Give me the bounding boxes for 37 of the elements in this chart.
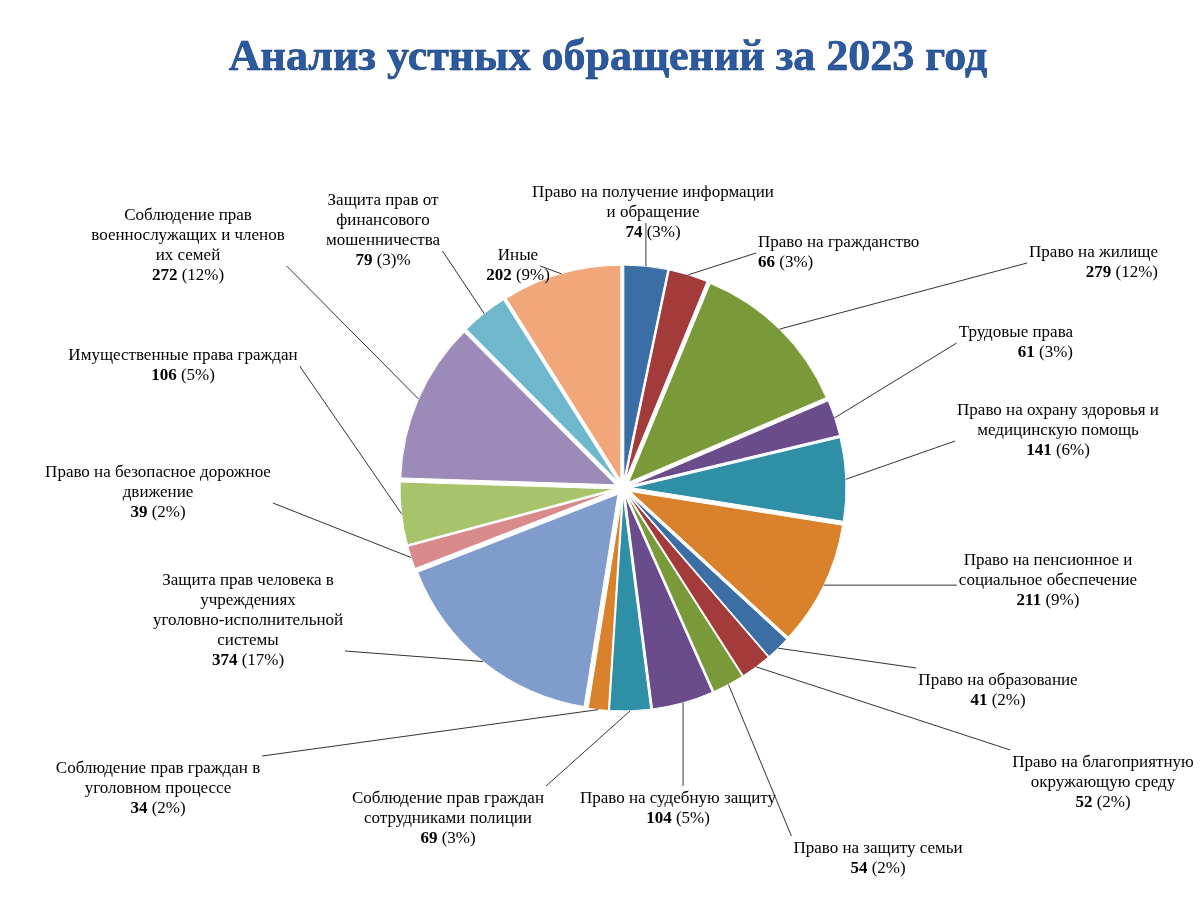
slice-label: Иные [497, 245, 539, 264]
chart-title: Анализ устных обращений за 2023 год [228, 31, 988, 80]
slice-label: Соблюдение прав граждан в уголовном процессе [55, 758, 261, 797]
data-label: 39 (2%) [130, 502, 186, 521]
slice-label: Право на судебную защиту [579, 788, 777, 807]
slice-label: Право на охрану здоровья и медицинскую помощь [957, 400, 1159, 439]
data-label: 34 (2%) [130, 798, 186, 817]
slice-label: Право на получение информации и обращение [532, 182, 774, 221]
data-label: 211 (9%) [1016, 590, 1080, 609]
data-label: 69 (3%) [420, 828, 476, 847]
data-label: 41 (2%) [970, 690, 1026, 709]
data-label: 74 (3%) [625, 222, 681, 241]
slice-label: Трудовые права [958, 322, 1074, 341]
slice-label: Право на пенсионное и социальное обеспечение [958, 550, 1138, 589]
data-label: 61 (3%) [1017, 342, 1073, 361]
slice-label: Соблюдение прав граждан сотрудниками полиции [351, 788, 545, 827]
slice-label: Соблюдение прав военнослужащих и членов их семей [91, 205, 285, 264]
data-label: 202 (9%) [486, 265, 550, 284]
data-label: 141 (6%) [1026, 440, 1090, 459]
slice-label: Право на гражданство [758, 232, 920, 251]
data-label: 52 (2%) [1075, 792, 1131, 811]
slice-label: Имущественные права граждан [68, 345, 298, 364]
slice-label: Право на образование [918, 670, 1078, 689]
slice-label: Право на безопасное дорожное движение [45, 462, 271, 501]
data-label: 54 (2%) [850, 858, 906, 877]
slice-label: Защита прав человека в учреждениях уголовно-исполнительной системы [152, 570, 344, 649]
data-label: 79 (3)% [355, 250, 411, 269]
data-label: 279 (12%) [1085, 262, 1158, 281]
data-label: 66 (3%) [758, 252, 814, 271]
data-label: 374 (17%) [211, 650, 285, 669]
data-label: 272 (12%) [151, 265, 225, 284]
slice-label: Право на благоприятную окружающую среду [1012, 752, 1195, 791]
slice-label: Право на защиту семьи [793, 838, 963, 857]
slice-label: Защита прав от финансового мошенничества [325, 190, 441, 249]
data-label: 104 (5%) [646, 808, 710, 827]
slice-label: Право на жилище [1029, 242, 1158, 261]
data-label: 106 (5%) [151, 365, 215, 384]
